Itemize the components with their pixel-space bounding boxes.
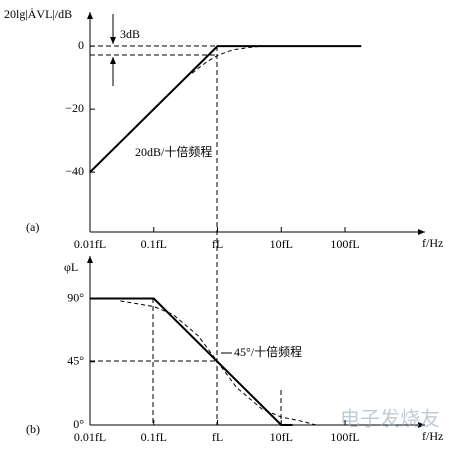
panel-label: (a) <box>26 220 39 234</box>
y-axis-label: φL <box>64 260 78 274</box>
y-tick-label: −20 <box>65 101 84 115</box>
annotation: 20dB/十倍频程 <box>135 144 212 159</box>
watermark: 电子发烧友 <box>340 407 440 431</box>
y-tick-label: 45° <box>67 354 84 368</box>
x-tick-label: 100fL <box>330 430 359 444</box>
y-tick-label: −40 <box>65 164 84 178</box>
series-line <box>90 297 293 426</box>
panel-label: (b) <box>26 422 40 436</box>
series-line <box>191 45 263 74</box>
x-tick-label: 100fL <box>330 237 359 251</box>
y-tick-label: 0 <box>78 38 84 52</box>
y-tick-label: 0° <box>73 417 84 431</box>
x-tick-label: 0.01fL <box>74 237 106 251</box>
x-tick-label: fL <box>212 430 223 444</box>
x-tick-label: fL <box>212 237 223 251</box>
annotation: 45°/十倍频程 <box>234 344 302 359</box>
x-axis-label: f/Hz <box>422 236 443 250</box>
x-tick-label: 0.1fL <box>141 237 167 251</box>
series-line <box>120 300 317 426</box>
annotation: 3dB <box>120 27 140 41</box>
x-tick-label: 10fL <box>270 237 293 251</box>
y-tick-label: 90° <box>67 290 84 304</box>
x-tick-label: 0.1fL <box>141 430 167 444</box>
y-axis-label: 20lg|ȦVL|/dB <box>4 7 72 21</box>
x-tick-label: 10fL <box>270 430 293 444</box>
series-line <box>89 45 362 173</box>
x-tick-label: 0.01fL <box>74 430 106 444</box>
x-axis-label: f/Hz <box>422 429 443 443</box>
